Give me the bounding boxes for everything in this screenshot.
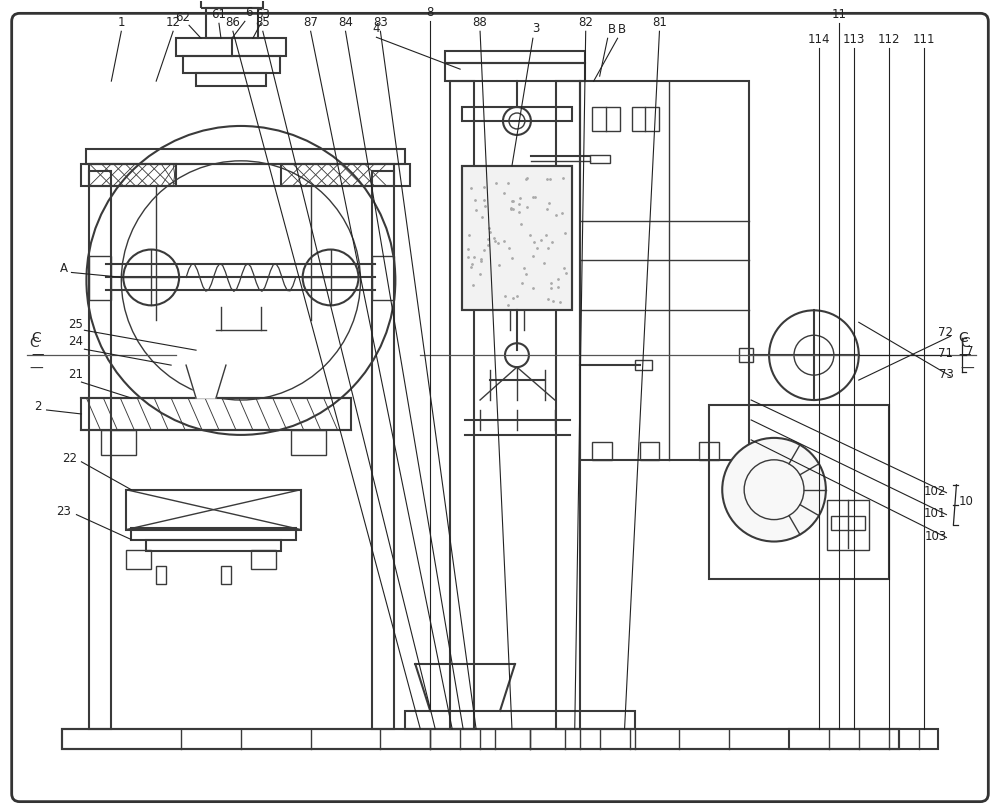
Bar	[146, 539, 281, 552]
Text: 86: 86	[225, 16, 240, 29]
Bar	[201, 0, 263, 8]
Bar	[183, 56, 280, 73]
Text: 62: 62	[176, 11, 191, 24]
Text: 114: 114	[808, 33, 830, 46]
Text: 103: 103	[924, 530, 946, 543]
Text: 87: 87	[303, 16, 318, 29]
Text: 102: 102	[924, 484, 946, 497]
Text: B: B	[608, 23, 616, 36]
Bar	[372, 255, 394, 301]
Bar	[372, 171, 394, 729]
Bar	[445, 63, 585, 81]
Bar	[89, 171, 111, 729]
Text: C: C	[32, 331, 41, 345]
Text: 101: 101	[924, 506, 946, 520]
Polygon shape	[186, 365, 226, 398]
Bar	[86, 149, 405, 164]
Text: —: —	[960, 362, 974, 376]
Bar	[635, 360, 652, 370]
Bar	[709, 405, 889, 579]
Bar	[281, 164, 394, 185]
Bar	[590, 155, 610, 163]
Bar	[462, 166, 572, 310]
Bar	[176, 38, 286, 56]
Bar	[739, 348, 753, 362]
Text: 6: 6	[245, 6, 253, 19]
Bar	[827, 500, 869, 549]
Bar	[62, 729, 899, 748]
Text: 2: 2	[35, 400, 42, 413]
Bar	[462, 107, 572, 121]
Bar	[206, 8, 258, 38]
Bar	[126, 490, 301, 530]
Bar	[699, 442, 719, 460]
Text: 82: 82	[578, 16, 593, 29]
Bar	[556, 81, 580, 729]
Bar	[462, 166, 572, 310]
Text: 72: 72	[938, 326, 953, 339]
Bar	[196, 73, 266, 86]
Bar	[592, 442, 612, 460]
Bar	[221, 566, 231, 584]
Text: 11: 11	[831, 8, 846, 21]
Text: 3: 3	[532, 23, 540, 36]
Text: C: C	[30, 336, 39, 350]
Text: C: C	[960, 336, 970, 350]
Bar	[156, 566, 166, 584]
Text: B: B	[618, 23, 626, 36]
FancyBboxPatch shape	[12, 13, 988, 802]
Bar	[640, 442, 659, 460]
Text: 88: 88	[473, 16, 487, 29]
Text: 10: 10	[958, 495, 973, 508]
Bar	[131, 527, 296, 539]
Text: C: C	[958, 331, 968, 345]
Bar	[291, 430, 326, 455]
Bar	[592, 107, 620, 131]
Bar	[81, 164, 410, 185]
Text: 73: 73	[939, 368, 953, 381]
Bar	[251, 549, 276, 569]
Text: 7: 7	[966, 345, 974, 358]
Text: 83: 83	[373, 16, 388, 29]
Text: 71: 71	[938, 347, 953, 360]
Circle shape	[722, 438, 826, 542]
Text: —: —	[30, 362, 43, 376]
Text: 85: 85	[255, 16, 270, 29]
Bar	[831, 516, 865, 530]
Text: 112: 112	[877, 33, 900, 46]
Text: —: —	[32, 348, 44, 361]
Text: 111: 111	[912, 33, 935, 46]
Text: 63: 63	[255, 8, 270, 21]
Text: 25: 25	[68, 318, 83, 331]
Bar	[445, 51, 585, 63]
Bar	[405, 711, 635, 729]
Text: 1: 1	[118, 16, 125, 29]
Bar	[789, 729, 938, 748]
Text: 81: 81	[652, 16, 667, 29]
Text: 12: 12	[166, 16, 181, 29]
Text: —: —	[958, 348, 971, 361]
Text: 21: 21	[68, 368, 83, 381]
Text: 24: 24	[68, 335, 83, 348]
Bar	[580, 81, 749, 460]
Text: A: A	[60, 262, 68, 275]
Text: 4: 4	[373, 23, 380, 36]
Text: 8: 8	[427, 6, 434, 19]
Bar	[126, 549, 151, 569]
Text: 84: 84	[338, 16, 353, 29]
Text: 61: 61	[211, 8, 226, 21]
Text: 23: 23	[56, 505, 71, 518]
Bar	[450, 81, 474, 729]
Bar	[101, 430, 136, 455]
Text: 113: 113	[843, 33, 865, 46]
Bar	[89, 255, 111, 301]
Bar	[89, 164, 176, 185]
Text: 22: 22	[62, 452, 77, 465]
Bar	[62, 729, 899, 748]
Bar	[632, 107, 659, 131]
Bar	[81, 398, 351, 430]
